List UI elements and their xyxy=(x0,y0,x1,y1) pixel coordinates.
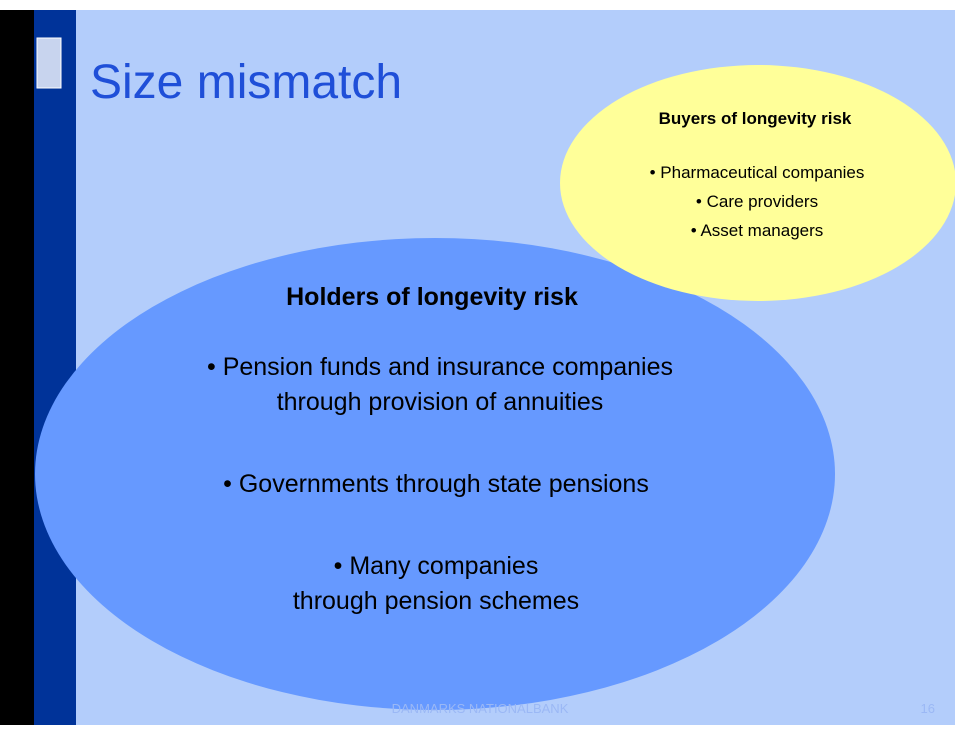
left-blue-band xyxy=(34,10,76,725)
buyers-line: • Pharmaceutical companies xyxy=(650,163,865,182)
buyers-ellipse xyxy=(560,65,955,301)
buyers-line: • Care providers xyxy=(696,192,818,211)
buyers-line: • Asset managers xyxy=(691,221,824,240)
holders-line: • Governments through state pensions xyxy=(223,470,649,498)
footer-organization: DANMARKS NATIONALBANK xyxy=(392,701,569,716)
holders-line: through pension schemes xyxy=(293,587,579,615)
buyers-heading: Buyers of longevity risk xyxy=(659,109,852,128)
slide-title: Size mismatch xyxy=(90,56,402,109)
holders-line: through provision of annuities xyxy=(277,388,604,416)
crest-icon xyxy=(36,37,62,89)
left-black-band xyxy=(0,10,34,725)
holders-line: • Many companies xyxy=(334,552,539,580)
holders-line: • Pension funds and insurance companies xyxy=(207,353,673,381)
footer-page-number: 16 xyxy=(921,701,935,716)
holders-heading: Holders of longevity risk xyxy=(286,283,578,311)
holders-ellipse xyxy=(35,238,835,710)
